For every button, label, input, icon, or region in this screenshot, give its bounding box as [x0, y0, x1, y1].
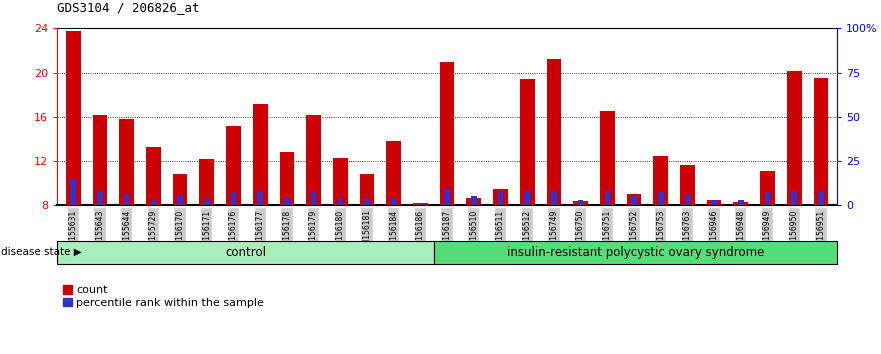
Bar	[364, 199, 370, 205]
Bar	[654, 155, 668, 205]
Text: GSM156946: GSM156946	[709, 210, 719, 256]
Bar	[279, 152, 294, 205]
Bar	[680, 166, 695, 205]
Bar	[765, 192, 770, 205]
Bar	[813, 78, 828, 205]
Bar	[498, 192, 503, 205]
Text: GSM156180: GSM156180	[336, 210, 344, 256]
Text: GSM156948: GSM156948	[737, 210, 745, 256]
Bar	[151, 200, 156, 205]
Bar	[66, 30, 81, 205]
Bar	[124, 194, 130, 205]
Text: GSM156181: GSM156181	[362, 210, 372, 256]
Bar	[173, 175, 188, 205]
Bar	[604, 191, 611, 205]
Text: GSM156512: GSM156512	[522, 210, 532, 256]
Bar	[387, 141, 401, 205]
Bar	[311, 191, 316, 205]
Text: GSM156186: GSM156186	[416, 210, 425, 256]
Bar	[631, 196, 637, 205]
Text: GSM156510: GSM156510	[470, 210, 478, 256]
Text: GSM156750: GSM156750	[576, 210, 585, 256]
Bar	[333, 158, 348, 205]
Bar	[284, 198, 290, 205]
Text: GSM156751: GSM156751	[603, 210, 611, 256]
Text: disease state ▶: disease state ▶	[1, 247, 82, 257]
Bar	[93, 115, 107, 205]
Bar	[471, 196, 477, 205]
Bar	[418, 203, 423, 205]
Text: GSM156170: GSM156170	[175, 210, 185, 256]
Text: GDS3104 / 206826_at: GDS3104 / 206826_at	[57, 1, 200, 14]
Bar	[520, 79, 535, 205]
Bar	[257, 191, 263, 205]
Bar	[57, 241, 433, 264]
Bar	[231, 192, 236, 205]
Bar	[433, 241, 837, 264]
Bar	[226, 126, 241, 205]
Bar	[70, 180, 76, 205]
Text: GSM156184: GSM156184	[389, 210, 398, 256]
Bar	[818, 191, 824, 205]
Bar	[658, 192, 663, 205]
Text: GSM156763: GSM156763	[683, 210, 692, 256]
Text: GSM156178: GSM156178	[283, 210, 292, 256]
Text: GSM156187: GSM156187	[442, 210, 452, 256]
Bar	[337, 198, 343, 205]
Text: GSM156749: GSM156749	[550, 210, 559, 256]
Text: GSM156179: GSM156179	[309, 210, 318, 256]
Text: GSM155631: GSM155631	[69, 210, 78, 256]
Bar	[685, 194, 690, 205]
Text: control: control	[225, 246, 266, 259]
Text: GSM156752: GSM156752	[630, 210, 639, 256]
Bar	[444, 189, 450, 205]
Bar	[359, 175, 374, 205]
Text: GSM156171: GSM156171	[203, 210, 211, 256]
Text: GSM156950: GSM156950	[789, 210, 799, 256]
Text: insulin-resistant polycystic ovary syndrome: insulin-resistant polycystic ovary syndr…	[507, 246, 764, 259]
Text: GSM155643: GSM155643	[95, 210, 105, 256]
Bar	[738, 200, 744, 205]
Text: GSM156949: GSM156949	[763, 210, 772, 256]
Bar	[307, 115, 321, 205]
Bar	[707, 200, 722, 205]
Bar	[440, 62, 455, 205]
Bar	[199, 159, 214, 205]
Bar	[791, 191, 797, 205]
Text: GSM156951: GSM156951	[817, 210, 825, 256]
Legend: count, percentile rank within the sample: count, percentile rank within the sample	[63, 285, 264, 308]
Bar	[493, 189, 507, 205]
Bar	[391, 198, 396, 205]
Bar	[711, 200, 717, 205]
Bar	[146, 147, 160, 205]
Bar	[253, 104, 268, 205]
Bar	[119, 119, 134, 205]
Bar	[466, 198, 481, 205]
Bar	[760, 171, 775, 205]
Bar	[626, 194, 641, 205]
Bar	[574, 201, 588, 205]
Text: GSM155729: GSM155729	[149, 210, 158, 256]
Bar	[734, 202, 748, 205]
Bar	[578, 200, 583, 205]
Bar	[524, 191, 530, 205]
Text: GSM156177: GSM156177	[255, 210, 264, 256]
Bar	[97, 191, 103, 205]
Bar	[204, 199, 210, 205]
Bar	[413, 203, 428, 205]
Bar	[177, 196, 183, 205]
Bar	[787, 72, 802, 205]
Text: GSM155644: GSM155644	[122, 210, 131, 256]
Bar	[546, 59, 561, 205]
Text: GSM156176: GSM156176	[229, 210, 238, 256]
Bar	[600, 111, 615, 205]
Text: GSM156753: GSM156753	[656, 210, 665, 256]
Text: GSM156511: GSM156511	[496, 210, 505, 256]
Bar	[552, 191, 557, 205]
